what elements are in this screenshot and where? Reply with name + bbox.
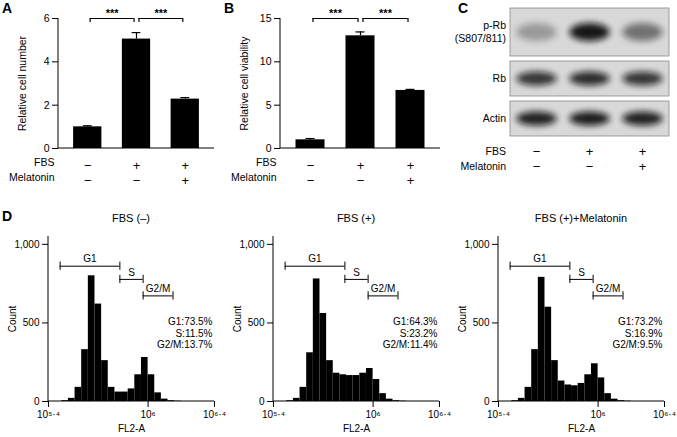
svg-text:G1:73.2%S:16.9%G2/M:9.5%: G1:73.2%S:16.9%G2/M:9.5% (612, 316, 662, 350)
svg-text:10⁶: 10⁶ (590, 409, 605, 420)
svg-text:+: + (639, 159, 647, 174)
svg-text:G1:73.5%S:11.5%G2/M:13.7%: G1:73.5%S:11.5%G2/M:13.7% (157, 316, 213, 350)
svg-text:6: 6 (44, 12, 50, 24)
svg-text:−: − (133, 173, 141, 188)
svg-text:10⁵·⁴: 10⁵·⁴ (487, 409, 510, 420)
svg-text:G1: G1 (83, 253, 97, 264)
svg-text:Count: Count (7, 305, 18, 332)
svg-text:FBS: FBS (486, 145, 506, 157)
html-text:FBS (+): FBS (+) (336, 212, 376, 224)
svg-text:5: 5 (266, 99, 272, 111)
svg-text:0: 0 (266, 142, 272, 154)
svg-text:0: 0 (34, 396, 40, 407)
html-text:FBS (–): FBS (–) (112, 212, 150, 224)
svg-text:***: *** (106, 7, 120, 19)
svg-text:500: 500 (248, 317, 265, 328)
svg-text:+: + (639, 144, 647, 159)
svg-text:−: − (307, 158, 315, 173)
svg-text:G1: G1 (533, 253, 547, 264)
svg-text:10⁶: 10⁶ (140, 409, 155, 420)
svg-text:***: *** (329, 7, 343, 19)
svg-text:G2/M: G2/M (371, 283, 395, 294)
svg-text:−: − (533, 159, 541, 174)
svg-text:−: − (84, 158, 92, 173)
svg-text:G2/M: G2/M (596, 283, 620, 294)
svg-text:Melatonin: Melatonin (9, 171, 55, 183)
svg-text:10⁶·⁴: 10⁶·⁴ (428, 409, 451, 420)
svg-text:FBS: FBS (34, 156, 54, 168)
html-text:D: D (2, 208, 13, 224)
svg-text:0: 0 (484, 396, 490, 407)
svg-text:S: S (578, 267, 585, 278)
svg-text:10⁶: 10⁶ (365, 409, 380, 420)
svg-text:4: 4 (44, 55, 50, 67)
svg-text:1,000: 1,000 (14, 239, 39, 250)
svg-text:G1:64.3%S:23.2%G2/M:11.4%: G1:64.3%S:23.2%G2/M:11.4% (383, 316, 438, 350)
html-text:FBS (+)+Melatonin: FBS (+)+Melatonin (534, 212, 628, 224)
svg-text:Relative cell viability: Relative cell viability (238, 36, 250, 131)
svg-text:S: S (353, 267, 360, 278)
svg-text:(S807/811): (S807/811) (455, 32, 506, 44)
svg-text:0: 0 (259, 396, 265, 407)
svg-text:0: 0 (44, 142, 50, 154)
svg-text:Count: Count (232, 305, 243, 332)
svg-text:10: 10 (260, 55, 272, 67)
svg-text:2: 2 (44, 99, 50, 111)
svg-text:G2/M: G2/M (146, 283, 170, 294)
svg-text:−: − (533, 144, 541, 159)
svg-text:FL2-A: FL2-A (118, 423, 146, 434)
svg-text:+: + (357, 158, 365, 173)
svg-text:FL2-A: FL2-A (343, 423, 371, 434)
svg-text:10⁵·⁴: 10⁵·⁴ (262, 409, 285, 420)
svg-text:+: + (407, 158, 415, 173)
html-text:B: B (224, 0, 235, 16)
svg-text:10⁵·⁴: 10⁵·⁴ (37, 409, 60, 420)
html-text:A: A (2, 0, 13, 16)
svg-text:FBS: FBS (256, 156, 276, 168)
svg-text:−: − (357, 173, 365, 188)
svg-text:Actin: Actin (483, 112, 507, 124)
svg-text:S: S (128, 267, 135, 278)
svg-text:G1: G1 (308, 253, 322, 264)
svg-text:500: 500 (23, 317, 40, 328)
svg-text:Melatonin: Melatonin (231, 171, 277, 183)
svg-text:+: + (133, 158, 141, 173)
svg-text:FL2-A: FL2-A (568, 423, 596, 434)
svg-text:+: + (181, 158, 189, 173)
svg-text:−: − (307, 173, 315, 188)
html-text:C: C (458, 0, 469, 16)
svg-text:Rb: Rb (493, 72, 507, 84)
svg-text:p-Rb: p-Rb (483, 19, 506, 31)
svg-text:1,000: 1,000 (239, 239, 264, 250)
svg-text:+: + (586, 144, 594, 159)
svg-text:***: *** (379, 7, 393, 19)
svg-text:Relative cell number: Relative cell number (16, 35, 28, 131)
svg-text:10⁶·⁴: 10⁶·⁴ (653, 409, 676, 420)
svg-text:+: + (181, 173, 189, 188)
svg-text:15: 15 (260, 12, 272, 24)
svg-text:1,000: 1,000 (464, 239, 489, 250)
svg-text:Melatonin: Melatonin (460, 160, 506, 172)
svg-text:10⁶·⁴: 10⁶·⁴ (203, 409, 226, 420)
svg-text:***: *** (154, 7, 168, 19)
svg-text:Count: Count (457, 305, 468, 332)
svg-text:500: 500 (473, 317, 490, 328)
svg-text:−: − (84, 173, 92, 188)
svg-text:+: + (407, 173, 415, 188)
svg-text:−: − (586, 159, 594, 174)
